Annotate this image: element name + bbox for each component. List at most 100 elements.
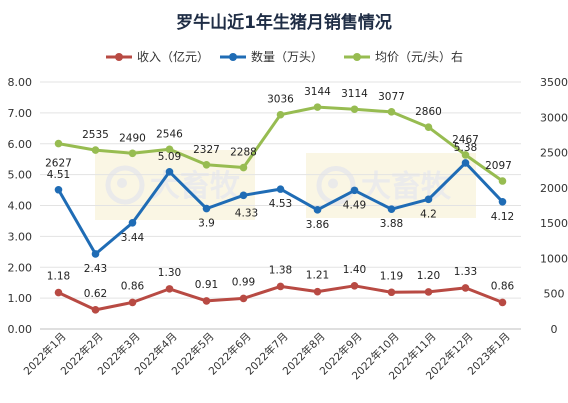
data-point — [461, 151, 470, 159]
data-point — [276, 282, 285, 291]
series-group — [54, 103, 507, 314]
watermark-logo: 大畜牧 — [306, 153, 476, 218]
watermark-text: 大畜牧 — [361, 170, 452, 205]
data-label: 4.2 — [420, 208, 437, 220]
data-point — [313, 206, 322, 214]
right-tick-label: 0 — [551, 323, 558, 336]
data-label: 3114 — [341, 88, 368, 100]
data-point — [276, 110, 285, 119]
data-label: 5.38 — [454, 142, 477, 154]
legend-item: 收入（亿元） — [106, 49, 209, 64]
right-tick-label: 500 — [544, 288, 565, 301]
data-point — [239, 294, 248, 303]
legend-marker — [229, 53, 237, 61]
data-label: 3077 — [378, 91, 405, 103]
data-label: 3144 — [304, 86, 331, 98]
data-label: 0.86 — [121, 280, 145, 292]
data-point — [239, 191, 248, 200]
data-point — [165, 168, 174, 176]
data-label: 2288 — [230, 147, 257, 159]
data-label: 1.33 — [454, 266, 477, 278]
data-point — [424, 195, 433, 204]
data-point — [128, 149, 137, 158]
data-label: 2.43 — [84, 263, 107, 275]
data-label: 4.51 — [47, 169, 70, 181]
data-point — [91, 306, 100, 314]
data-point — [165, 285, 174, 293]
right-tick-label: 1500 — [540, 217, 568, 230]
data-point — [350, 281, 359, 290]
data-label: 1.30 — [158, 267, 181, 279]
data-point — [202, 160, 211, 169]
data-label: 0.62 — [84, 288, 107, 300]
right-axis-ticks: 0 500 1000 1500 2000 2500 3000 3500 — [540, 76, 568, 336]
x-axis-ticks: 2022年1月2022年2月2022年3月2022年4月2022年5月2022年… — [21, 330, 513, 382]
data-label: 1.18 — [47, 271, 70, 283]
right-tick-label: 2500 — [540, 147, 568, 160]
series-0 — [54, 281, 507, 314]
right-tick-label: 3000 — [540, 111, 568, 124]
data-point — [239, 163, 248, 172]
data-point — [128, 218, 137, 227]
data-label: 0.86 — [491, 280, 515, 292]
data-label: 2097 — [485, 160, 512, 172]
data-point — [424, 288, 433, 296]
data-point — [128, 298, 137, 307]
left-tick-label: 5.00 — [8, 169, 33, 182]
left-axis-ticks: 0.00 1.00 2.00 3.00 4.00 5.00 6.00 7.00 8.00 — [8, 76, 33, 336]
data-label: 1.40 — [343, 264, 366, 276]
left-tick-label: 2.00 — [8, 261, 33, 274]
data-label: 1.19 — [380, 270, 403, 282]
data-point — [91, 250, 100, 258]
data-point — [54, 139, 63, 148]
data-label: 2627 — [45, 158, 72, 170]
right-tick-label: 1000 — [540, 252, 568, 265]
data-label: 4.12 — [491, 211, 514, 223]
data-label: 4.33 — [235, 207, 258, 219]
legend-marker — [353, 53, 361, 61]
data-label: 3036 — [267, 94, 294, 106]
data-point — [461, 159, 470, 167]
data-point — [54, 288, 63, 297]
data-label: 5.09 — [158, 151, 181, 163]
data-label: 2490 — [119, 132, 146, 144]
data-labels: 1.18 0.62 0.86 1.30 0.91 0.99 1.38 1.21 1.40 1.19… — [45, 86, 514, 300]
data-point — [313, 287, 322, 296]
left-tick-label: 7.00 — [8, 107, 33, 120]
data-point — [461, 284, 470, 292]
data-label: 2546 — [156, 128, 183, 140]
data-label: 3.9 — [198, 218, 215, 230]
data-label: 3.88 — [380, 218, 403, 230]
left-tick-label: 8.00 — [8, 76, 33, 89]
legend-item: 数量（万头） — [220, 49, 323, 64]
data-point — [387, 288, 396, 297]
series-2 — [54, 103, 507, 185]
data-label: 4.53 — [269, 198, 292, 210]
legend: 收入（亿元） 数量（万头） 均价（元/头）右 — [106, 49, 463, 64]
data-point — [498, 177, 507, 185]
series-1 — [54, 159, 507, 258]
data-label: 1.21 — [306, 270, 329, 282]
right-tick-label: 3500 — [540, 76, 568, 89]
data-label: 2535 — [82, 129, 109, 141]
data-point — [424, 123, 433, 131]
data-point — [276, 185, 285, 193]
legend-label: 数量（万头） — [251, 49, 323, 64]
left-tick-label: 4.00 — [8, 200, 33, 213]
data-label: 0.91 — [195, 279, 218, 291]
data-label: 4.49 — [343, 199, 366, 211]
data-point — [387, 205, 396, 214]
data-label: 2327 — [193, 144, 220, 156]
left-tick-label: 6.00 — [8, 138, 33, 151]
data-label: 2467 — [452, 134, 479, 146]
left-tick-label: 1.00 — [8, 292, 33, 305]
legend-label: 收入（亿元） — [137, 49, 209, 64]
data-point — [202, 297, 211, 305]
legend-marker — [115, 53, 123, 61]
data-point — [313, 103, 322, 111]
data-point — [498, 298, 507, 307]
data-point — [350, 186, 359, 195]
legend-item: 均价（元/头）右 — [344, 49, 463, 64]
data-label: 3.86 — [306, 219, 330, 231]
